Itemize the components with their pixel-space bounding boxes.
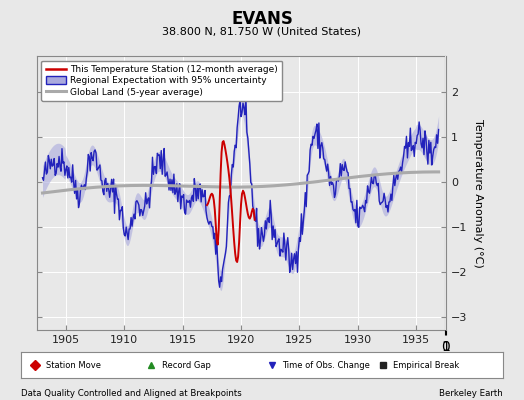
Text: Data Quality Controlled and Aligned at Breakpoints: Data Quality Controlled and Aligned at B… (21, 389, 242, 398)
Text: EVANS: EVANS (231, 10, 293, 28)
Text: Empirical Break: Empirical Break (393, 360, 460, 370)
Text: 38.800 N, 81.750 W (United States): 38.800 N, 81.750 W (United States) (162, 26, 362, 36)
Legend: This Temperature Station (12-month average), Regional Expectation with 95% uncer: This Temperature Station (12-month avera… (41, 60, 282, 101)
Y-axis label: Temperature Anomaly (°C): Temperature Anomaly (°C) (473, 119, 483, 267)
Text: Time of Obs. Change: Time of Obs. Change (282, 360, 370, 370)
Text: Berkeley Earth: Berkeley Earth (439, 389, 503, 398)
Text: Record Gap: Record Gap (162, 360, 211, 370)
Text: Station Move: Station Move (46, 360, 101, 370)
